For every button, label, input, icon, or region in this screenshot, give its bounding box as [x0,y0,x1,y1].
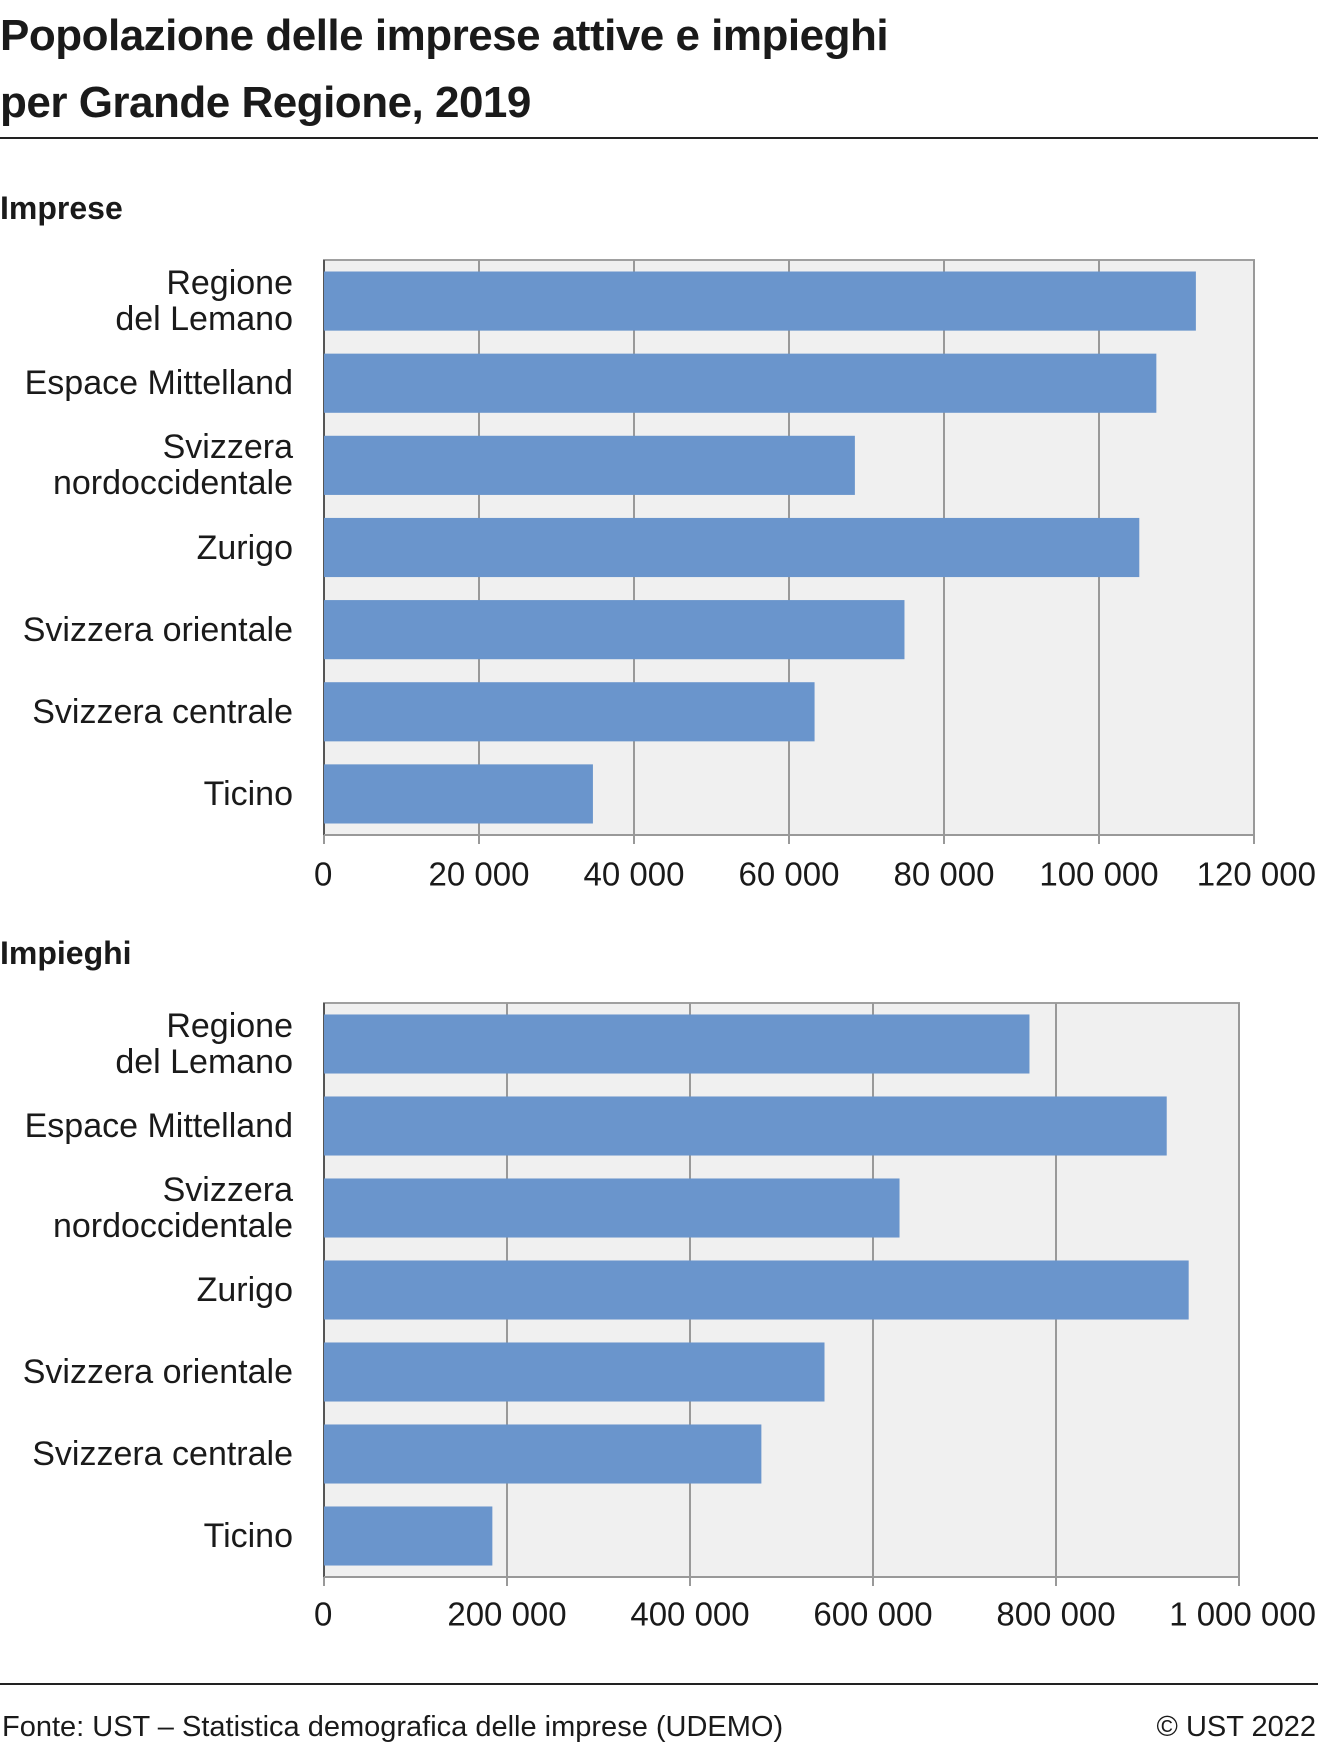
chart-subtitle: Impieghi [0,935,132,971]
y-tick-label: Ticino [203,1517,293,1555]
bar [324,517,1140,578]
title: Popolazione delle imprese attive e impie… [0,11,889,127]
bar [324,271,1196,331]
bar [324,1424,762,1484]
x-tick-label: 800 000 [996,1596,1115,1633]
bar [324,764,593,824]
y-tick-label: Espace Mittelland [24,364,293,403]
y-tick-label: Svizzera orientale [22,1353,293,1391]
y-tick-label: Regione del Lemano [115,264,293,339]
y-tick-label: Svizzera nordoccidentale [52,428,293,503]
y-tick-label: Zurigo [196,528,293,567]
bar [324,353,1157,413]
y-tick-label: Ticino [203,774,293,813]
rule [0,1683,1318,1685]
x-tick-label: 600 000 [813,1596,932,1633]
source: Fonte: UST – Statistica demografica dell… [2,1711,784,1743]
bar [324,1506,493,1566]
x-tick-label: 80 000 [894,856,995,893]
bar [324,1342,825,1402]
y-tick-label: Regione del Lemano [115,1007,293,1081]
chart-subtitle: Imprese [0,190,123,226]
x-tick-label: 60 000 [739,856,840,893]
rule [0,137,1318,139]
y-tick-label: Svizzera nordoccidentale [52,1171,293,1245]
bar [324,600,905,660]
x-tick-label: 20 000 [429,856,530,893]
copyright: © UST 2022 [1156,1711,1316,1743]
bar [324,1178,900,1238]
x-tick-label: 120 000 [1197,856,1316,893]
bar [324,435,855,495]
x-tick-label: 200 000 [447,1596,566,1633]
y-tick-label: Svizzera centrale [32,1435,293,1473]
x-tick-label: 100 000 [1039,856,1158,893]
y-tick-label: Zurigo [196,1271,293,1309]
x-tick-label: 40 000 [584,856,685,893]
y-tick-label: Svizzera centrale [32,692,293,731]
bar [324,1014,1030,1074]
y-tick-label: Svizzera orientale [22,610,293,649]
x-tick-label: 0 [314,856,332,893]
bar [324,1096,1167,1156]
bar [324,682,815,742]
x-tick-label: 400 000 [630,1596,749,1633]
x-tick-label: 0 [314,1596,332,1633]
y-tick-label: Espace Mittelland [24,1107,293,1145]
bar [324,1260,1189,1320]
x-tick-label: 1 000 000 [1169,1596,1316,1633]
